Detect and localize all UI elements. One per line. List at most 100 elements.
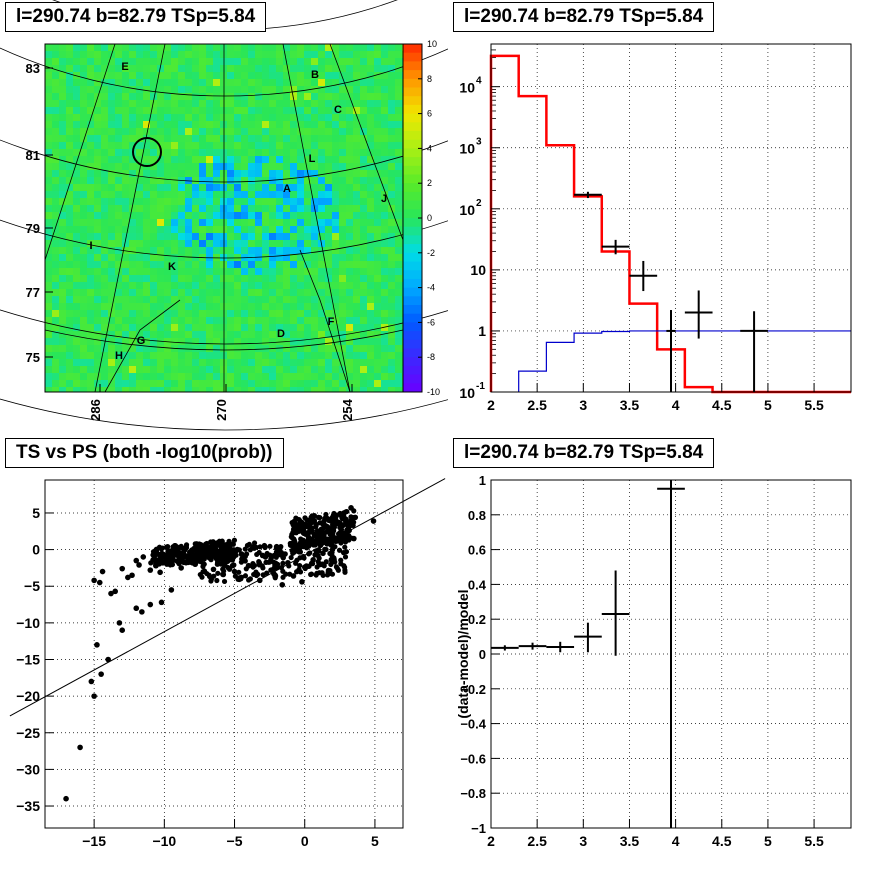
heatmap-cell — [171, 387, 178, 392]
heatmap-cell — [269, 324, 276, 331]
scatter-chart: −15 −10 −5 0 550−5−10−15−20−25−30−35 — [9, 478, 446, 849]
scatter-point — [94, 642, 100, 648]
heatmap-cell — [59, 170, 66, 177]
heatmap-cell — [395, 212, 402, 219]
heatmap-cell — [339, 380, 346, 387]
heatmap-cell — [94, 310, 101, 317]
heatmap-cell — [185, 205, 192, 212]
heatmap-cell — [353, 380, 360, 387]
heatmap-cell — [101, 51, 108, 58]
heatmap-cell — [367, 366, 374, 373]
heatmap-cell — [206, 247, 213, 254]
heatmap-cell — [87, 121, 94, 128]
heatmap-cell — [311, 184, 318, 191]
heatmap-cell — [185, 275, 192, 282]
heatmap-cell — [255, 163, 262, 170]
scatter-point — [352, 514, 359, 521]
heatmap-cell — [136, 79, 143, 86]
heatmap-cell — [185, 296, 192, 303]
heatmap-cell — [381, 331, 388, 338]
heatmap-cell — [206, 184, 213, 191]
latitude-line — [0, 0, 747, 259]
x-tick-label: −5 — [227, 833, 243, 849]
scatter-point — [343, 518, 349, 524]
y-tick-label: −0.8 — [460, 786, 486, 801]
heatmap-cell — [122, 100, 129, 107]
y-tick-label: 0.8 — [468, 508, 486, 523]
source-label: C — [334, 104, 342, 116]
heatmap-cell — [171, 128, 178, 135]
heatmap-cell — [87, 261, 94, 268]
heatmap-cell — [80, 247, 87, 254]
heatmap-cell — [164, 51, 171, 58]
heatmap-cell — [220, 212, 227, 219]
heatmap-cell — [353, 324, 360, 331]
heatmap-cell — [122, 114, 129, 121]
heatmap-cell — [108, 100, 115, 107]
heatmap-cell — [136, 275, 143, 282]
colorbar-cell — [403, 44, 422, 54]
heatmap-cell — [227, 135, 234, 142]
heatmap-cell — [325, 317, 332, 324]
heatmap-cell — [80, 380, 87, 387]
heatmap-cell — [171, 240, 178, 247]
heatmap-cell — [192, 268, 199, 275]
heatmap-cell — [178, 219, 185, 226]
heatmap-cell — [374, 310, 381, 317]
heatmap-cell — [87, 149, 94, 156]
residual-errorbar — [657, 480, 685, 828]
heatmap-cell — [290, 366, 297, 373]
heatmap-cell — [136, 184, 143, 191]
scatter-point — [297, 562, 303, 569]
heatmap-cell — [248, 303, 255, 310]
heatmap-cell — [157, 310, 164, 317]
heatmap-cell — [101, 100, 108, 107]
y-tick-label: 0 — [32, 542, 40, 558]
heatmap-cell — [276, 79, 283, 86]
heatmap-cell — [73, 289, 80, 296]
heatmap-cell — [213, 310, 220, 317]
heatmap-cell — [360, 380, 367, 387]
heatmap-cell — [52, 135, 59, 142]
heatmap-cell — [283, 254, 290, 261]
heatmap-cell — [150, 254, 157, 261]
heatmap-cell — [94, 93, 101, 100]
heatmap-cell — [346, 128, 353, 135]
heatmap-cell — [262, 107, 269, 114]
heatmap-cell — [101, 345, 108, 352]
heatmap-cell — [101, 198, 108, 205]
heatmap-cell — [66, 135, 73, 142]
heatmap-cell — [234, 345, 241, 352]
heatmap-cell — [59, 121, 66, 128]
heatmap-cell — [150, 72, 157, 79]
heatmap-cell — [290, 58, 297, 65]
scatter-point — [317, 514, 323, 521]
heatmap-cell — [87, 331, 94, 338]
heatmap-cell — [73, 261, 80, 268]
heatmap-cell — [339, 121, 346, 128]
heatmap-cell — [213, 128, 220, 135]
heatmap-cell — [255, 289, 262, 296]
scatter-point — [231, 568, 238, 575]
heatmap-cell — [220, 226, 227, 233]
heatmap-cell — [255, 275, 262, 282]
scatter-point — [174, 544, 180, 550]
heatmap-cell — [136, 324, 143, 331]
scatter-point — [310, 557, 316, 563]
heatmap-cell — [346, 170, 353, 177]
heatmap-cell — [171, 282, 178, 289]
heatmap-cell — [122, 275, 129, 282]
heatmap-cell — [108, 247, 115, 254]
heatmap-cell — [255, 261, 262, 268]
heatmap-cell — [241, 380, 248, 387]
heatmap-cell — [87, 240, 94, 247]
heatmap-cell — [241, 58, 248, 65]
heatmap-cell — [213, 380, 220, 387]
heatmap-cell — [122, 156, 129, 163]
heatmap-cell — [66, 331, 73, 338]
heatmap-cell — [374, 149, 381, 156]
heatmap-cell — [171, 149, 178, 156]
heatmap-cell — [332, 338, 339, 345]
heatmap-cell — [192, 79, 199, 86]
